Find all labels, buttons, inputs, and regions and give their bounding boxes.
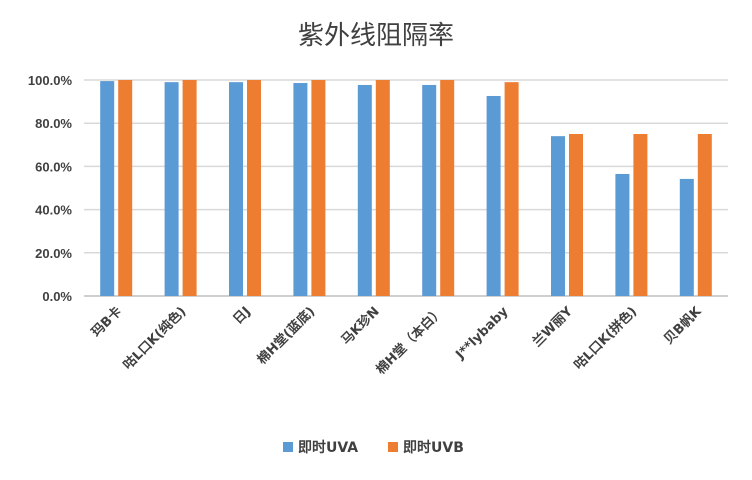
x-category-label: 咕L口K(拼色) xyxy=(571,304,640,373)
bar-uvb xyxy=(118,80,133,296)
bar-uva xyxy=(551,136,565,296)
y-tick-label: 80.0% xyxy=(35,116,72,131)
x-category-label: 咕L口K(纯色) xyxy=(120,304,189,373)
x-category-label: J**lybaby xyxy=(453,304,512,363)
y-tick-label: 0.0% xyxy=(42,289,72,304)
bar-uva xyxy=(422,84,437,296)
bar-uva xyxy=(486,95,501,296)
legend-swatch xyxy=(283,442,293,452)
x-category-label: 棉H堂（本白） xyxy=(373,304,447,378)
y-tick-label: 40.0% xyxy=(35,203,72,218)
bar-uva xyxy=(293,83,308,296)
legend-swatch xyxy=(388,442,398,452)
legend-label: 即时UVA xyxy=(298,439,358,456)
chart-title: 紫外线阻隔率 xyxy=(298,21,454,51)
bar-uva xyxy=(615,173,630,296)
bar-uvb xyxy=(504,82,519,296)
bar-uvb xyxy=(182,80,197,296)
bar-uva xyxy=(357,84,372,296)
x-category-label: 棉H堂(蓝底) xyxy=(254,304,318,368)
bar-uvb xyxy=(569,134,583,296)
x-category-label: 日J xyxy=(231,304,254,327)
y-tick-label: 20.0% xyxy=(35,246,72,261)
y-tick-label: 100.0% xyxy=(28,73,73,88)
bar-uvb xyxy=(375,80,390,296)
bar-uvb xyxy=(633,134,648,296)
x-category-label: 马K珍N xyxy=(338,304,383,349)
bar-uva xyxy=(164,82,179,296)
bar-uvb xyxy=(697,134,712,296)
bar-uva xyxy=(229,82,243,296)
legend-label: 即时UVB xyxy=(403,439,464,456)
bar-uvb xyxy=(311,80,326,296)
x-category-label: 贝B帆K xyxy=(662,304,706,348)
y-tick-label: 60.0% xyxy=(35,159,72,174)
bar-uva xyxy=(679,178,694,296)
bar-uva xyxy=(100,81,115,296)
x-category-label: 兰W丽Y xyxy=(529,303,576,350)
x-category-label: 玛B卡 xyxy=(88,304,125,341)
bar-uvb xyxy=(440,80,455,296)
bar-uvb xyxy=(247,80,261,296)
